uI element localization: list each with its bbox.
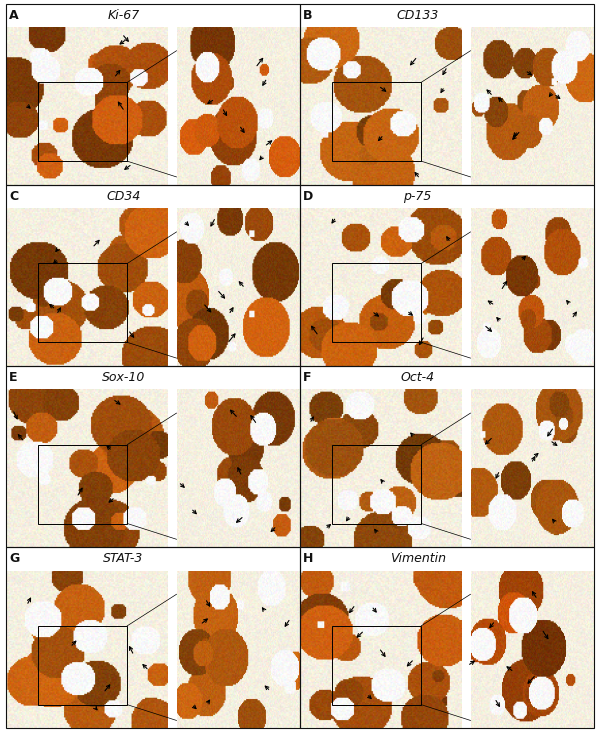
Bar — [38, 264, 127, 343]
Bar — [300, 4, 594, 185]
Bar — [332, 626, 421, 705]
Bar — [300, 366, 594, 389]
Bar — [462, 571, 470, 728]
Text: F: F — [303, 371, 311, 384]
Bar — [300, 185, 594, 208]
Text: Ki-67: Ki-67 — [107, 9, 140, 22]
Bar — [168, 208, 176, 366]
Bar — [332, 264, 421, 343]
Bar — [6, 184, 300, 366]
Bar — [6, 548, 300, 571]
Text: A: A — [9, 9, 19, 22]
Bar — [462, 27, 470, 185]
Bar — [6, 366, 300, 548]
Text: CD133: CD133 — [397, 9, 439, 22]
Bar — [168, 571, 176, 728]
Bar — [38, 626, 127, 705]
Bar — [6, 185, 300, 208]
Text: Oct-4: Oct-4 — [401, 371, 434, 384]
Text: CD34: CD34 — [106, 190, 141, 203]
Bar — [300, 548, 594, 571]
Bar — [332, 444, 421, 523]
Bar — [300, 4, 594, 27]
Bar — [6, 4, 300, 27]
Bar — [6, 366, 300, 389]
Bar — [462, 389, 470, 548]
Text: D: D — [303, 190, 313, 203]
Text: B: B — [303, 9, 313, 22]
Bar — [332, 82, 421, 161]
Bar — [168, 389, 176, 548]
Bar — [300, 366, 594, 548]
Text: G: G — [9, 553, 19, 565]
Text: C: C — [9, 190, 18, 203]
Text: E: E — [9, 371, 17, 384]
Text: Vimentin: Vimentin — [389, 553, 446, 565]
Bar — [38, 82, 127, 161]
Text: p-75: p-75 — [403, 190, 432, 203]
Bar — [300, 548, 594, 728]
Bar — [462, 208, 470, 366]
Bar — [38, 444, 127, 523]
Text: H: H — [303, 553, 313, 565]
Text: Sox-10: Sox-10 — [102, 371, 145, 384]
Bar — [300, 184, 594, 366]
Bar — [168, 27, 176, 185]
Bar — [6, 4, 300, 185]
Text: STAT-3: STAT-3 — [103, 553, 144, 565]
Bar — [6, 548, 300, 728]
